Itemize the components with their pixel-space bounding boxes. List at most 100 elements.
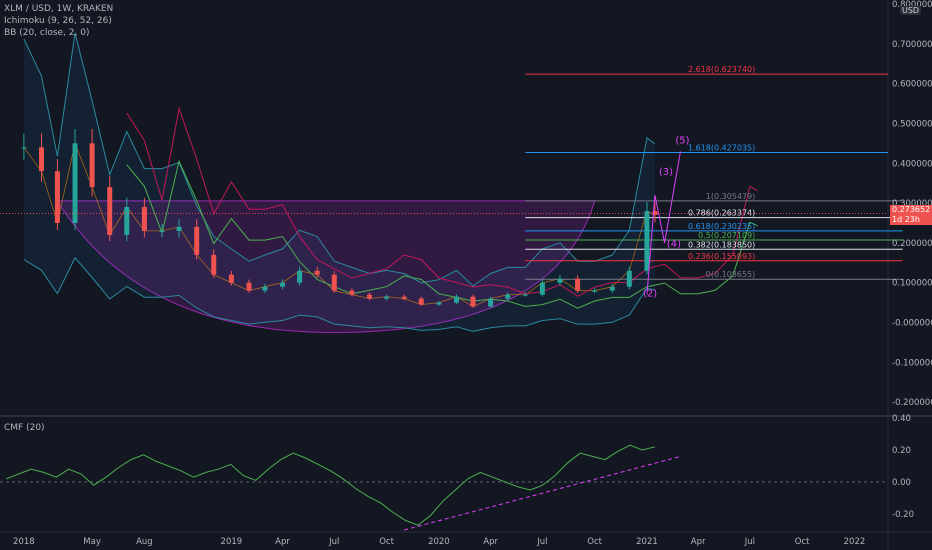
last-price: 0.273652	[892, 205, 931, 214]
time-tick-label: Oct	[587, 537, 602, 547]
fib-level-label: 0.786(0.263374)	[688, 209, 755, 218]
bb-lower	[23, 256, 656, 332]
fib-level-label: 0(0.108655)	[706, 270, 756, 279]
cup-shape	[56, 200, 596, 333]
time-tick-label: 2021	[636, 537, 658, 547]
candle-body	[262, 286, 268, 291]
currency-badge[interactable]: USD	[900, 6, 922, 15]
wave-label: (4)	[667, 239, 681, 250]
candle-body	[349, 290, 355, 295]
candle-body	[54, 171, 60, 223]
time-tick-label: Oct	[795, 537, 810, 547]
ichimoku-legend[interactable]: Ichimoku (9, 26, 52, 26)	[4, 16, 112, 26]
price-tick-label: 0.100000	[892, 279, 932, 289]
fib-level-label: 0.382(0.183850)	[688, 240, 755, 249]
wave-label: (2)	[643, 289, 657, 300]
candle-body	[626, 270, 632, 287]
fib-level-label: 0.5(0.207109)	[698, 231, 755, 240]
candle-body	[454, 296, 460, 303]
fib-level-label: 0.618(0.230235)	[688, 222, 755, 231]
time-tick-label: Oct	[379, 537, 394, 547]
candle-body	[176, 226, 182, 231]
cmf-tick-label: -0.20	[892, 510, 914, 520]
bb-fill	[23, 32, 655, 332]
candle-body	[367, 294, 373, 299]
candle-body	[401, 296, 407, 299]
candle-body	[314, 270, 320, 275]
candle-body	[211, 254, 217, 275]
time-tick-label: Apr	[275, 537, 290, 547]
cmf-line	[6, 444, 656, 526]
ichimoku-span-b	[126, 159, 759, 309]
time-tick-label: Jul	[536, 537, 547, 547]
price-tick-label: -0.100000	[892, 358, 932, 368]
price-tick-label: 0.800000	[892, 0, 932, 10]
candle-body	[505, 294, 511, 299]
cmf-tick-label: 0.40	[892, 414, 911, 424]
candle-body	[194, 226, 200, 255]
time-tick-label: Apr	[691, 537, 706, 547]
time-axis[interactable]: 2018 May Aug 2019 Apr Jul Oct 2020 Apr Jul Oct 2021…	[13, 537, 865, 547]
ichimoku-cloud	[126, 106, 759, 309]
fib-level-label: 1(0.305479)	[706, 192, 756, 201]
symbol-title[interactable]: XLM / USD, 1W, KRAKEN	[4, 4, 114, 14]
candle-body	[436, 302, 442, 305]
cmf-pane	[0, 444, 888, 531]
candle-body	[72, 143, 78, 223]
candle-body	[331, 274, 337, 291]
cmf-tick-label: 0.20	[892, 446, 911, 456]
candle-body	[522, 294, 528, 296]
cmf-axis[interactable]: 0.40 0.20 0.00 -0.20	[892, 414, 914, 520]
candle-body	[539, 282, 545, 295]
candle-body	[228, 274, 234, 283]
time-tick-label: 2018	[13, 537, 35, 547]
elliott-wave-labels: (5) (3) (4) (2)	[643, 135, 690, 299]
wave-label: (5)	[675, 135, 689, 146]
price-tick-label: 0.700000	[892, 40, 932, 50]
candle-body	[652, 211, 658, 216]
price-tick-label: -0.000000	[892, 319, 932, 329]
candle-body	[470, 296, 476, 307]
cmf-trendline	[404, 455, 681, 531]
candle-body	[488, 298, 494, 307]
cmf-legend[interactable]: CMF (20)	[4, 423, 45, 433]
cmf-tick-label: 0.00	[892, 478, 911, 488]
candle-body	[39, 147, 45, 172]
bb-upper	[23, 32, 656, 287]
price-tick-label: 0.400000	[892, 159, 932, 169]
time-tick-label: Jul	[328, 537, 339, 547]
candle-body	[141, 207, 147, 231]
price-tick-label: 0.600000	[892, 80, 932, 90]
candle-body	[107, 187, 113, 235]
candle-body	[557, 278, 563, 283]
time-tick-label: 2022	[844, 537, 866, 547]
candle-body	[21, 147, 27, 149]
candle-body	[89, 143, 95, 188]
time-tick-label: Apr	[483, 537, 498, 547]
time-tick-label: 2019	[221, 537, 243, 547]
bar-countdown: 1d 23h	[892, 215, 920, 224]
price-tick-label: 0.500000	[892, 119, 932, 129]
candle-body	[159, 230, 165, 232]
time-tick-label: May	[83, 537, 101, 547]
candle-body	[297, 270, 303, 283]
fib-level-label: 1.618(0.427035)	[688, 143, 755, 152]
price-tick-label: 0.300000	[892, 199, 932, 209]
chart-legend: XLM / USD, 1W, KRAKEN Ichimoku (9, 26, 5…	[4, 3, 113, 39]
price-candles	[0, 129, 888, 308]
time-tick-label: Jul	[744, 537, 755, 547]
candle-body	[418, 298, 424, 305]
time-tick-label: Aug	[136, 537, 153, 547]
price-axis[interactable]: 0.800000 0.700000 0.600000 0.500000 0.400000…	[892, 0, 932, 408]
price-tick-label: 0.200000	[892, 239, 932, 249]
fib-level-label: 2.618(0.623740)	[688, 65, 755, 74]
candle-body	[575, 278, 581, 291]
wave-path	[646, 151, 681, 295]
candle-body	[592, 290, 598, 292]
candle-body	[609, 286, 615, 291]
bb-legend[interactable]: BB (20, close, 2, 0)	[4, 28, 90, 38]
cup-pattern	[56, 200, 596, 333]
candle-body	[644, 211, 650, 271]
